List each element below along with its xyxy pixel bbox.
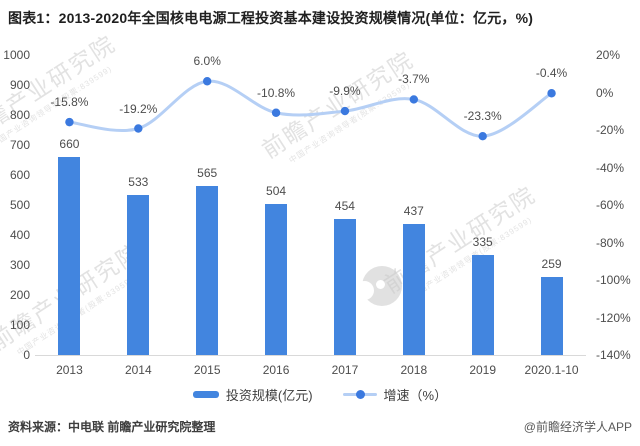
left-axis-tick: 100 bbox=[9, 318, 30, 332]
x-axis-label: 2019 bbox=[469, 363, 497, 377]
bar-value-label: 259 bbox=[541, 257, 562, 272]
bar-2013 bbox=[58, 157, 81, 355]
x-axis-label: 2018 bbox=[400, 363, 428, 377]
bar-value-label: 437 bbox=[403, 203, 424, 218]
growth-value-label: -9.9% bbox=[329, 84, 361, 99]
growth-value-label: -3.7% bbox=[398, 72, 430, 87]
bar-value-label: 454 bbox=[334, 198, 355, 213]
x-axis-label: 2013 bbox=[56, 363, 83, 377]
x-axis-label: 2016 bbox=[262, 363, 290, 377]
growth-marker-2016 bbox=[271, 108, 281, 117]
bar-value-label: 335 bbox=[472, 234, 493, 249]
legend-label-growth: 增速（%） bbox=[383, 388, 448, 403]
line-series-swatch-icon bbox=[342, 390, 377, 399]
growth-marker-2015 bbox=[202, 77, 212, 86]
bar-2019 bbox=[471, 254, 494, 355]
legend-item-investment: 投资规模(亿元) bbox=[192, 385, 313, 404]
right-axis-tick: -80% bbox=[596, 235, 625, 250]
growth-marker-2014 bbox=[134, 124, 143, 133]
bar-2016 bbox=[265, 203, 288, 355]
bar-2018 bbox=[402, 223, 425, 355]
right-axis-tick: -20% bbox=[596, 123, 625, 137]
growth-marker-2019 bbox=[478, 131, 487, 141]
left-axis-tick: 900 bbox=[9, 78, 30, 92]
x-axis-line bbox=[35, 355, 586, 356]
x-axis-label: 2015 bbox=[193, 363, 221, 377]
line-marker-icon bbox=[355, 390, 365, 399]
right-axis-tick: -60% bbox=[596, 198, 625, 212]
legend: 投资规模(亿元) 增速（%） bbox=[0, 385, 640, 404]
bar-2015 bbox=[196, 185, 219, 355]
legend-item-growth: 增速（%） bbox=[342, 385, 448, 404]
left-axis-tick: 300 bbox=[9, 258, 30, 272]
legend-label-investment: 投资规模(亿元) bbox=[225, 388, 313, 403]
bar-2017 bbox=[333, 218, 356, 355]
x-axis-label: 2014 bbox=[124, 363, 152, 377]
bar-2020.1-10 bbox=[540, 277, 563, 355]
right-axis-tick: -40% bbox=[596, 160, 625, 175]
bar-value-label: 660 bbox=[59, 137, 80, 151]
left-axis-tick: 1000 bbox=[3, 48, 30, 62]
left-axis-tick: 0 bbox=[23, 348, 30, 362]
growth-value-label: -10.8% bbox=[257, 85, 296, 100]
bar-series-swatch-icon bbox=[192, 391, 219, 398]
growth-value-label: -19.2% bbox=[119, 101, 158, 116]
right-axis-tick: 20% bbox=[596, 48, 621, 62]
growth-value-label: -15.8% bbox=[50, 95, 89, 110]
left-axis-tick: 700 bbox=[9, 138, 30, 152]
growth-marker-2017 bbox=[340, 106, 350, 116]
left-axis-tick: 600 bbox=[9, 168, 30, 182]
bar-value-label: 504 bbox=[266, 183, 287, 198]
x-axis-label: 2017 bbox=[331, 363, 359, 377]
credit-note: @前瞻经济学人APP bbox=[523, 420, 632, 434]
data-source-note: 资料来源：中电联 前瞻产业研究院整理 bbox=[8, 420, 216, 434]
bar-value-label: 565 bbox=[197, 165, 218, 180]
x-axis-label: 2020.1-10 bbox=[524, 363, 579, 377]
growth-marker-2020.1-10 bbox=[547, 89, 556, 98]
bar-2014 bbox=[127, 195, 150, 355]
growth-value-label: -0.4% bbox=[535, 66, 568, 81]
bar-value-label: 533 bbox=[128, 175, 149, 190]
growth-marker-2018 bbox=[409, 95, 419, 104]
growth-value-label: -23.3% bbox=[463, 109, 502, 124]
right-axis-tick: -100% bbox=[596, 273, 631, 287]
left-axis-tick: 800 bbox=[9, 108, 30, 122]
growth-marker-2013 bbox=[65, 117, 74, 127]
chart-title: 图表1：2013-2020年全国核电电源工程投资基本建设投资规模情况(单位：亿元… bbox=[8, 10, 534, 26]
growth-value-label: 6.0% bbox=[193, 54, 221, 69]
right-axis-tick: -120% bbox=[596, 310, 631, 325]
left-axis-tick: 500 bbox=[9, 198, 30, 212]
right-axis-tick: -140% bbox=[596, 348, 631, 362]
left-axis-tick: 200 bbox=[9, 288, 30, 302]
left-axis-tick: 400 bbox=[9, 228, 30, 242]
right-axis-tick: 0% bbox=[596, 85, 614, 100]
